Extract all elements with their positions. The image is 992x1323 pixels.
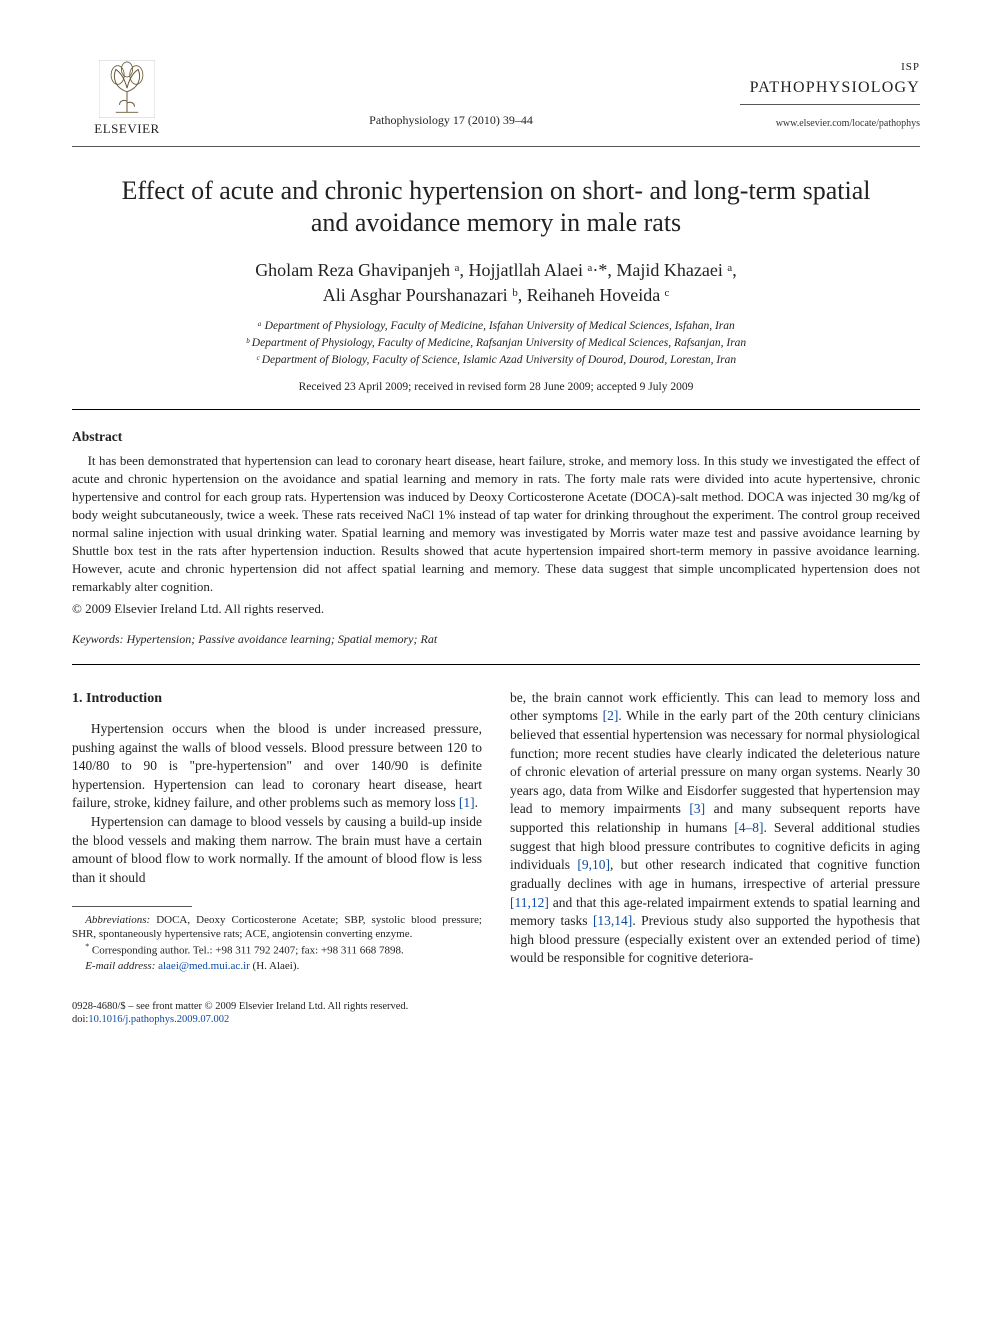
section-1-heading: 1. Introduction <box>72 689 482 708</box>
intro-para-3: be, the brain cannot work efficiently. T… <box>510 689 920 968</box>
affiliation-c: ᶜ Department of Biology, Faculty of Scie… <box>256 354 736 366</box>
footnote-email: E-mail address: alaei@med.mui.ac.ir (H. … <box>72 959 482 974</box>
ref-1[interactable]: [1] <box>459 795 475 810</box>
authors-line-1: Gholam Reza Ghavipanjeh ᵃ, Hojjatllah Al… <box>255 260 737 280</box>
publisher-block: ELSEVIER <box>72 60 182 138</box>
journal-logo-top: ISP <box>901 60 920 75</box>
ref-11-12[interactable]: [11,12] <box>510 895 549 910</box>
abstract-copyright: © 2009 Elsevier Ireland Ltd. All rights … <box>72 600 920 618</box>
affiliation-b: ᵇ Department of Physiology, Faculty of M… <box>246 337 746 349</box>
keywords-label: Keywords: <box>72 632 124 646</box>
abbrev-label: Abbreviations: <box>85 914 150 926</box>
ref-13-14[interactable]: [13,14] <box>593 913 632 928</box>
ref-3[interactable]: [3] <box>689 801 705 816</box>
footer-doi: doi:10.1016/j.pathophys.2009.07.002 <box>72 1013 920 1027</box>
page-footer: 0928-4680/$ – see front matter © 2009 El… <box>72 1000 920 1027</box>
publisher-name: ELSEVIER <box>94 120 159 138</box>
corresponding-email[interactable]: alaei@med.mui.ac.ir <box>155 960 249 972</box>
ref-4-8[interactable]: [4–8] <box>734 820 763 835</box>
doi-link[interactable]: 10.1016/j.pathophys.2009.07.002 <box>88 1014 229 1025</box>
elsevier-tree-icon <box>99 60 155 118</box>
affiliation-a: ᵃ Department of Physiology, Faculty of M… <box>257 320 735 332</box>
footnotes: Abbreviations: DOCA, Deoxy Corticosteron… <box>72 913 482 974</box>
keywords-list: Hypertension; Passive avoidance learning… <box>124 632 438 646</box>
journal-block: ISP PATHOPHYSIOLOGY www.elsevier.com/loc… <box>720 60 920 131</box>
abstract-top-rule <box>72 409 920 410</box>
abstract-body: It has been demonstrated that hypertensi… <box>72 452 920 596</box>
article-history: Received 23 April 2009; received in revi… <box>72 380 920 396</box>
citation-line: Pathophysiology 17 (2010) 39–44 <box>182 112 720 128</box>
body-columns: 1. Introduction Hypertension occurs when… <box>72 689 920 974</box>
article-title: Effect of acute and chronic hypertension… <box>112 175 880 240</box>
ref-9-10[interactable]: [9,10] <box>577 857 610 872</box>
journal-url[interactable]: www.elsevier.com/locate/pathophys <box>776 117 920 131</box>
email-label: E-mail address: <box>85 960 155 972</box>
intro-para-1: Hypertension occurs when the blood is un… <box>72 720 482 813</box>
journal-header: ELSEVIER Pathophysiology 17 (2010) 39–44… <box>72 60 920 138</box>
footer-copyright: 0928-4680/$ – see front matter © 2009 El… <box>72 1000 920 1014</box>
top-rule <box>72 146 920 147</box>
intro-para-2: Hypertension can damage to blood vessels… <box>72 813 482 888</box>
authors-line-2: Ali Asghar Pourshanazari ᵇ, Reihaneh Hov… <box>323 285 670 305</box>
ref-2[interactable]: [2] <box>603 708 619 723</box>
abstract-heading: Abstract <box>72 428 920 446</box>
abstract-bottom-rule <box>72 664 920 665</box>
keywords: Keywords: Hypertension; Passive avoidanc… <box>72 631 920 647</box>
footnote-rule <box>72 906 192 907</box>
footnote-abbreviations: Abbreviations: DOCA, Deoxy Corticosteron… <box>72 913 482 943</box>
footnote-corresponding: * Corresponding author. Tel.: +98 311 79… <box>72 942 482 959</box>
journal-logo-main: PATHOPHYSIOLOGY <box>750 77 920 99</box>
authors: Gholam Reza Ghavipanjeh ᵃ, Hojjatllah Al… <box>72 258 920 308</box>
abstract-text: It has been demonstrated that hypertensi… <box>72 452 920 596</box>
affiliations: ᵃ Department of Physiology, Faculty of M… <box>72 318 920 370</box>
